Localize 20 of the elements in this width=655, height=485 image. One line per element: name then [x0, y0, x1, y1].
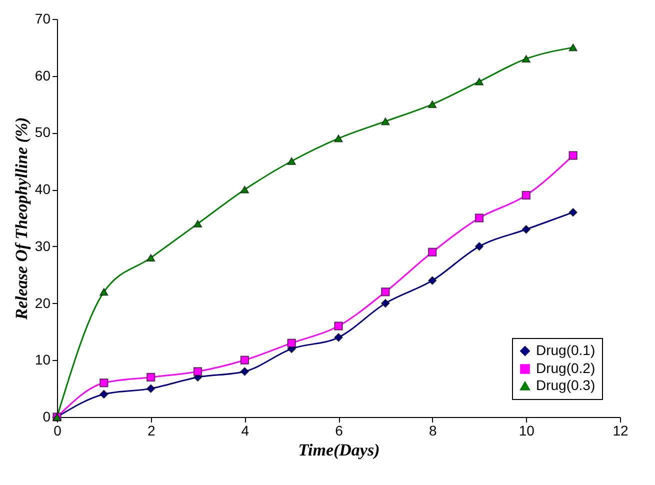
legend-label: Drug(0.3) [536, 377, 596, 393]
y-tick-label: 20 [34, 294, 51, 311]
y-tick-label: 40 [34, 181, 51, 198]
y-tick-label: 30 [34, 238, 51, 254]
y-tick-label: 50 [34, 124, 51, 140]
y-tick-label: 10 [34, 352, 51, 368]
y-tick-label: 60 [34, 67, 51, 84]
y-tick-label: 70 [34, 10, 51, 26]
x-axis-title: Time(Days) [298, 440, 380, 460]
y-tick-label: 0 [42, 408, 51, 424]
legend-label: Drug(0.1) [536, 342, 596, 358]
y-axis-title: Release Of Theophylline (%) [12, 117, 31, 321]
x-tick-label: 2 [147, 422, 156, 438]
x-tick-label: 4 [241, 422, 250, 438]
x-tick-label: 10 [518, 422, 535, 438]
legend-label: Drug(0.2) [536, 360, 596, 376]
x-tick-label: 6 [335, 422, 344, 438]
x-tick-label: 0 [54, 422, 62, 438]
x-tick-label: 8 [428, 422, 437, 438]
x-tick-label: 12 [612, 422, 628, 438]
